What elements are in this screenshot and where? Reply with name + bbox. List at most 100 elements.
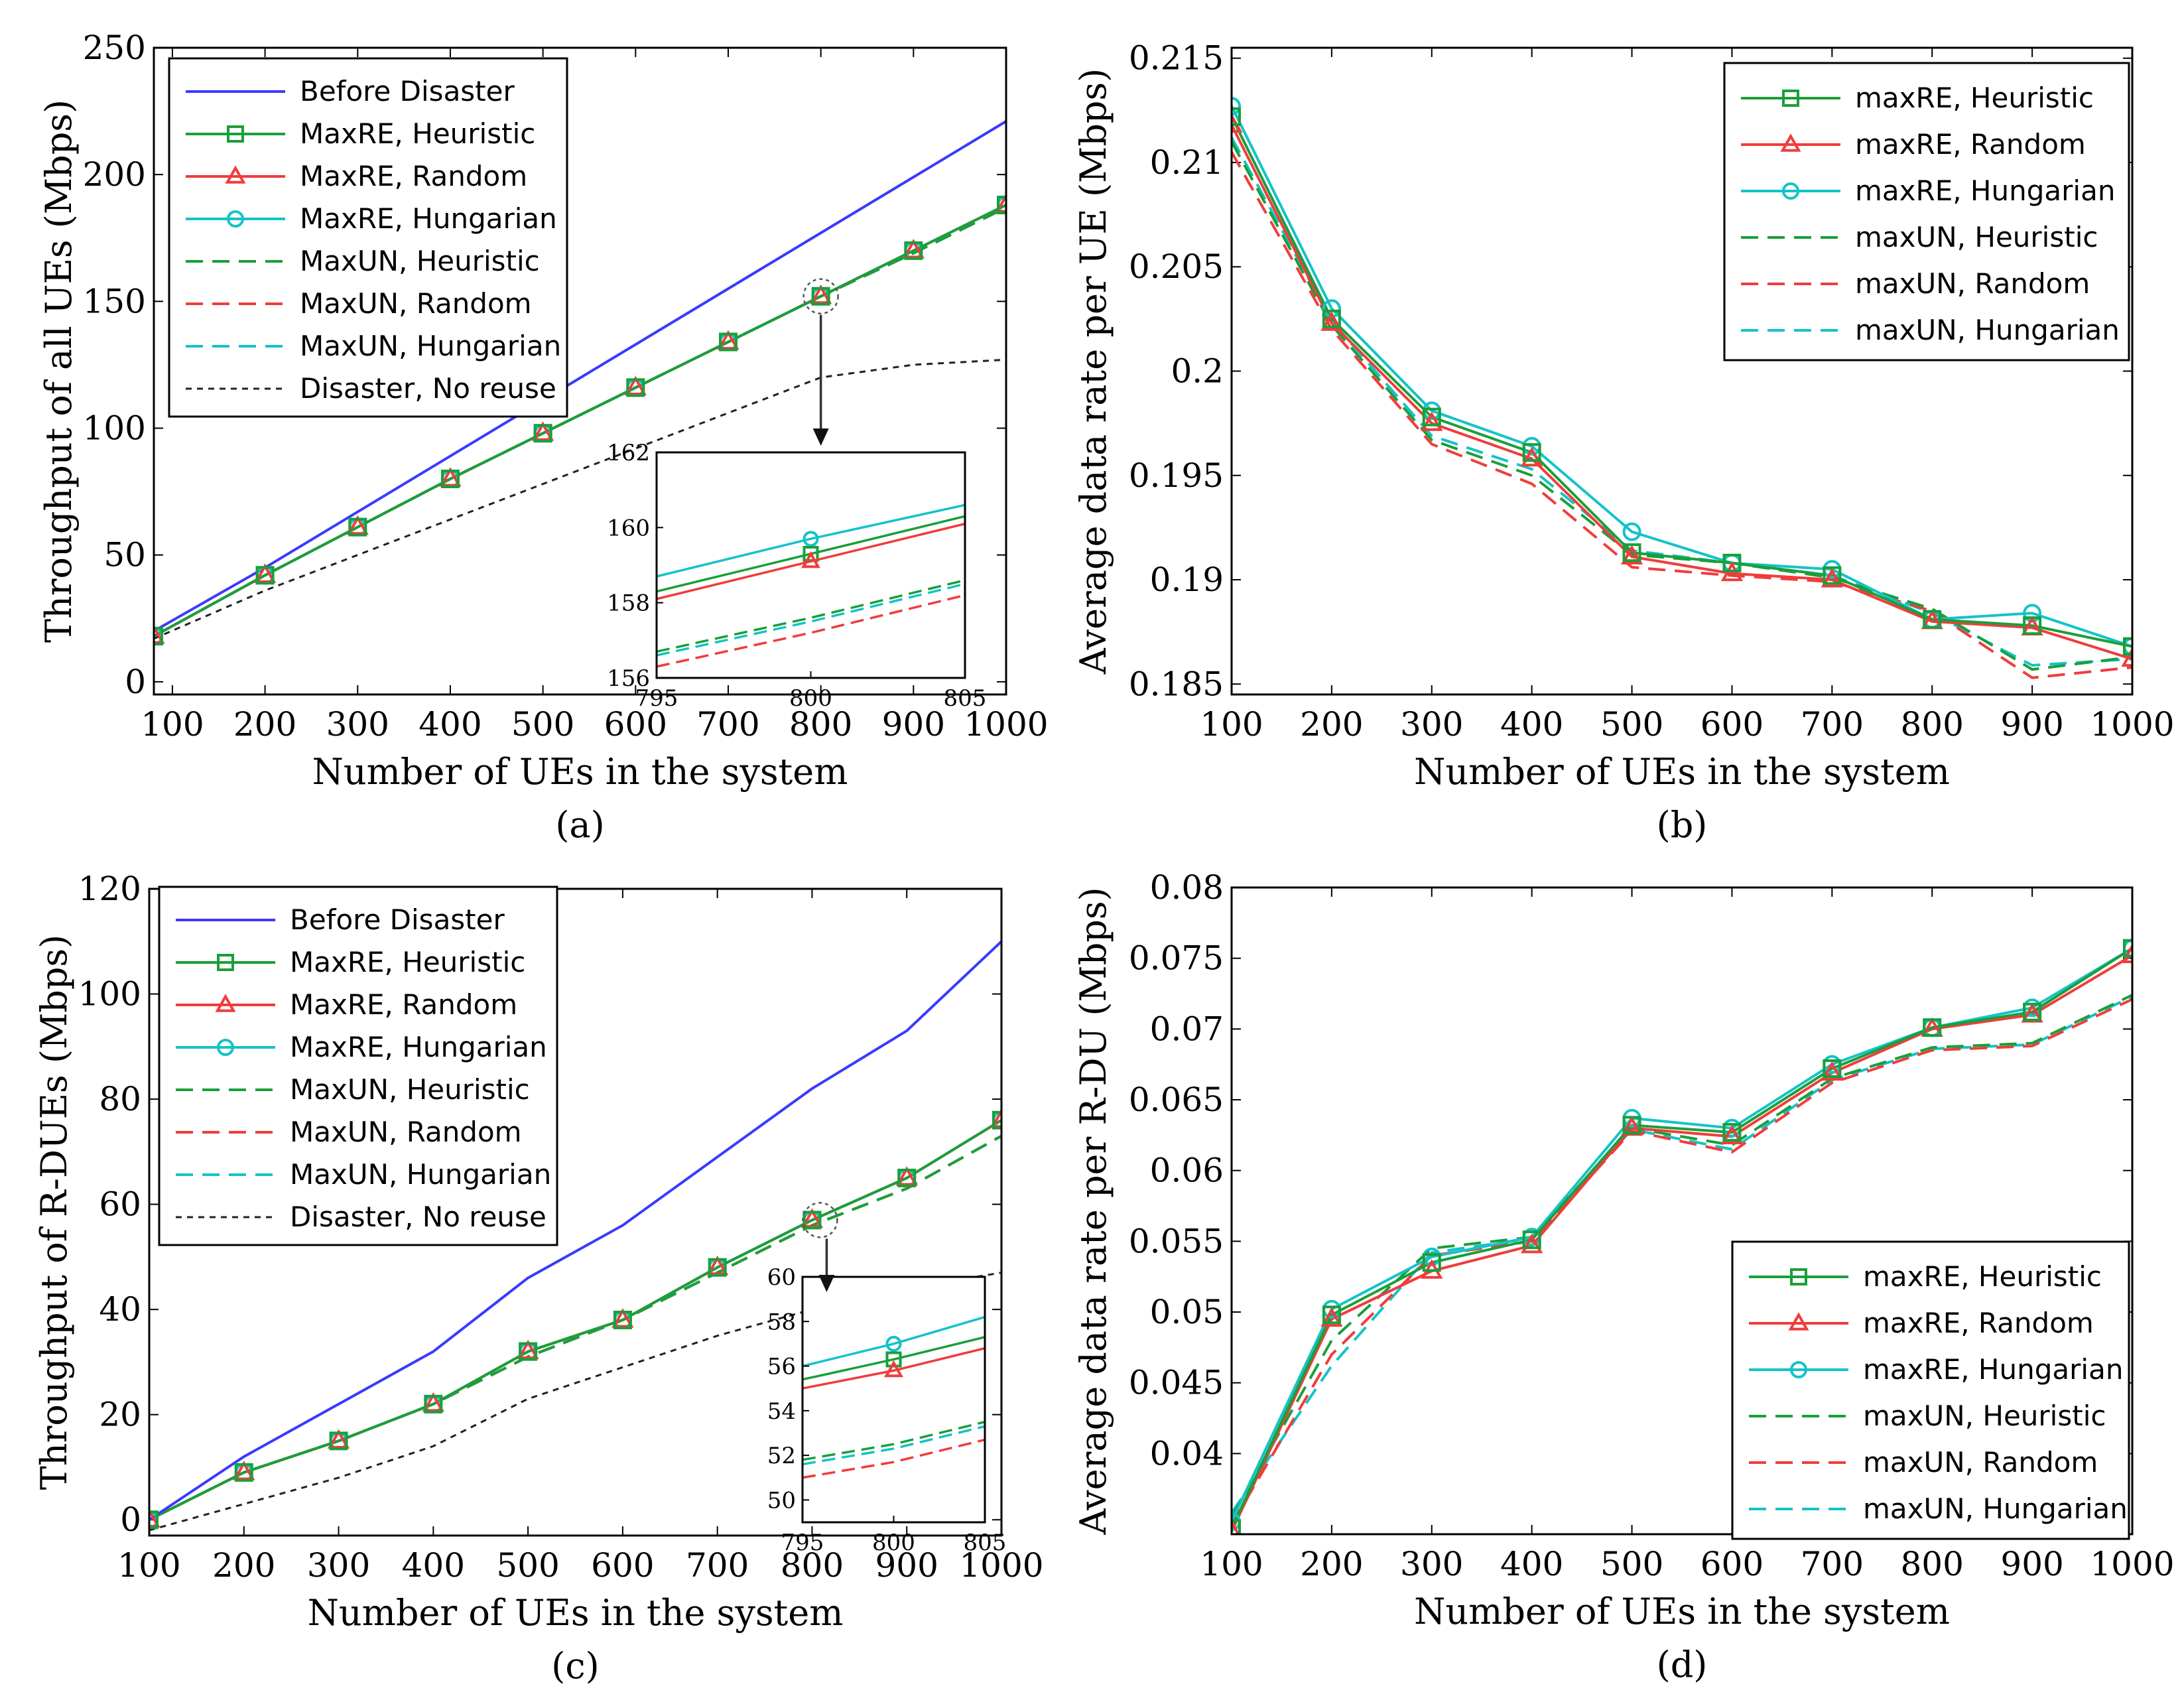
legend-marker [1790, 1268, 1807, 1285]
data-point-maxre-heuristic [149, 1510, 159, 1530]
inset-data-point [885, 1335, 902, 1352]
chart-panel-b: 100 200 300 400 500 600 700 800 900 1000 0.185 0.19… [1072, 39, 2175, 846]
y-tick-label: 80 [99, 1080, 141, 1118]
data-point-maxre-random [233, 1461, 255, 1480]
y-tick-label: 0 [125, 663, 146, 701]
inset-y-tick-label: 160 [607, 515, 650, 541]
inset-series-line [802, 1336, 986, 1381]
data-point-maxre-random [706, 1255, 729, 1276]
x-tick-label: 700 [686, 1546, 749, 1585]
inset-series-line [656, 582, 966, 657]
y-tick-label: 0.19 [1150, 560, 1224, 599]
y-tick-label: 0.06 [1150, 1151, 1224, 1190]
legend-entry: maxRE, Heuristic [1855, 82, 2094, 114]
data-point-maxre-random [990, 1108, 1001, 1128]
y-tick-label: 0.05 [1150, 1293, 1224, 1331]
data-point-maxre-random [1620, 545, 1643, 565]
y-axis-label: Throughput of all UEs (Mbps) [38, 99, 80, 643]
x-tick-label: 500 [1600, 1545, 1663, 1583]
legend-entry: MaxUN, Heuristic [300, 245, 540, 277]
inset-y-tick-label: 158 [607, 590, 650, 617]
legend-marker [1788, 1312, 1809, 1331]
data-point-maxre-random [422, 1392, 444, 1412]
data-point-maxre-heuristic [992, 1110, 1001, 1130]
data-point-maxre-hungarian [1622, 522, 1641, 541]
series-line-maxre-random [1232, 954, 2132, 1532]
legend-entry: maxRE, Hungarian [1863, 1353, 2123, 1386]
data-point-maxre-heuristic [533, 424, 552, 443]
legend-entry: MaxUN, Heuristic [290, 1073, 530, 1106]
data-point-maxre-heuristic [1322, 1305, 1341, 1325]
panel-label: (d) [1657, 1644, 1708, 1685]
data-point-maxre-heuristic [1422, 407, 1441, 427]
data-point-maxre-random [327, 1429, 350, 1449]
inset-data-point [802, 531, 819, 547]
x-axis-label: Number of UEs in the system [1414, 1591, 1950, 1632]
data-point-maxre-heuristic [440, 470, 460, 488]
chart-panel-c: 100 200 300 400 500 600 700 800 900 1000020406080… [33, 870, 1044, 1687]
legend-entry: MaxUN, Random [300, 287, 532, 320]
legend-entry: MaxUN, Hungarian [300, 330, 561, 362]
y-axis-label: Average data rate per R-DU (Mbps) [1072, 887, 1114, 1535]
inset-data-point [801, 551, 820, 568]
data-point-maxre-heuristic [255, 566, 275, 585]
legend-entry: Disaster, No reuse [300, 372, 556, 405]
inset-y-tick-label: 56 [767, 1354, 796, 1380]
x-tick-label: 100 [141, 705, 204, 744]
data-point-maxre-heuristic [904, 241, 923, 260]
legend-entry: MaxRE, Heuristic [290, 946, 525, 978]
y-tick-label: 60 [99, 1185, 141, 1224]
data-point-maxre-random [1232, 1519, 1240, 1534]
legend-box [168, 57, 568, 418]
data-point-maxre-heuristic [897, 1168, 917, 1187]
data-point-maxre-random [895, 1166, 918, 1186]
x-tick-label: 800 [1901, 705, 1964, 744]
legend-entry: MaxRE, Heuristic [300, 117, 535, 150]
chart-panel-d: 100 200 300 400 500 600 700 800 900 1000 0.04 0.045… [1072, 868, 2175, 1685]
series-line-maxre-heuristic [154, 204, 1006, 637]
zoom-inset: 795 800 805 156 158 160 162 [607, 440, 986, 712]
legend-marker [1782, 182, 1799, 200]
x-tick-label: 700 [696, 705, 759, 744]
x-tick-label: 100 [1200, 1545, 1263, 1583]
x-tick-label: 400 [418, 705, 481, 744]
data-point-maxre-random [1521, 446, 1543, 467]
zoom-circle [802, 1202, 838, 1238]
legend-entry: MaxUN, Random [290, 1116, 522, 1148]
data-point-maxre-random [1320, 1307, 1343, 1327]
y-tick-label: 120 [78, 870, 141, 908]
data-point-maxre-random [611, 1308, 634, 1328]
x-tick-label: 700 [1801, 705, 1864, 744]
data-point-maxre-random [801, 1208, 824, 1228]
data-point-maxre-random [1720, 1124, 1744, 1145]
x-axis-label: Number of UEs in the system [312, 751, 848, 793]
panel-label: (a) [555, 804, 604, 846]
legend-entry: maxUN, Hungarian [1855, 314, 2120, 346]
chart-panel-a: 100 200 300 400 500 600 700 800 900 1000 0 50 100 150… [38, 29, 1049, 846]
x-tick-label: 200 [1300, 1545, 1363, 1583]
x-tick-label: 900 [2000, 705, 2063, 744]
series-line-maxun-heuristic [149, 1134, 1001, 1522]
plot-frame [1230, 46, 2134, 696]
legend-box [1731, 1240, 2130, 1540]
data-point-maxre-heuristic [718, 332, 738, 352]
x-tick-label: 200 [212, 1546, 275, 1585]
data-point-maxre-heuristic [2023, 1002, 2042, 1021]
plot-frame [148, 887, 1003, 1537]
zoom-indicator [802, 278, 839, 446]
legend-entry: MaxRE, Hungarian [300, 202, 557, 235]
data-point-maxre-heuristic [519, 1342, 538, 1361]
legend: Before Disaster MaxRE, Heuristic MaxRE, Ra… [168, 57, 568, 418]
x-axis-label: Number of UEs in the system [308, 1592, 844, 1634]
y-axis-label: Average data rate per UE (Mbps) [1072, 68, 1114, 675]
y-tick-label: 100 [83, 409, 146, 448]
data-point-maxre-heuristic [424, 1394, 443, 1413]
inset-series-line [802, 1425, 986, 1466]
data-point-maxre-heuristic [802, 1211, 822, 1230]
x-tick-label: 400 [1500, 705, 1563, 744]
series-line-disaster-no-reuse [154, 358, 1006, 640]
plot-area [149, 940, 1001, 1532]
legend-entry: maxRE, Random [1855, 128, 2086, 161]
series-line-maxre-heuristic [1232, 947, 2132, 1530]
legend: maxRE, Heuristic maxRE, Random maxRE, Hung… [1723, 62, 2130, 361]
